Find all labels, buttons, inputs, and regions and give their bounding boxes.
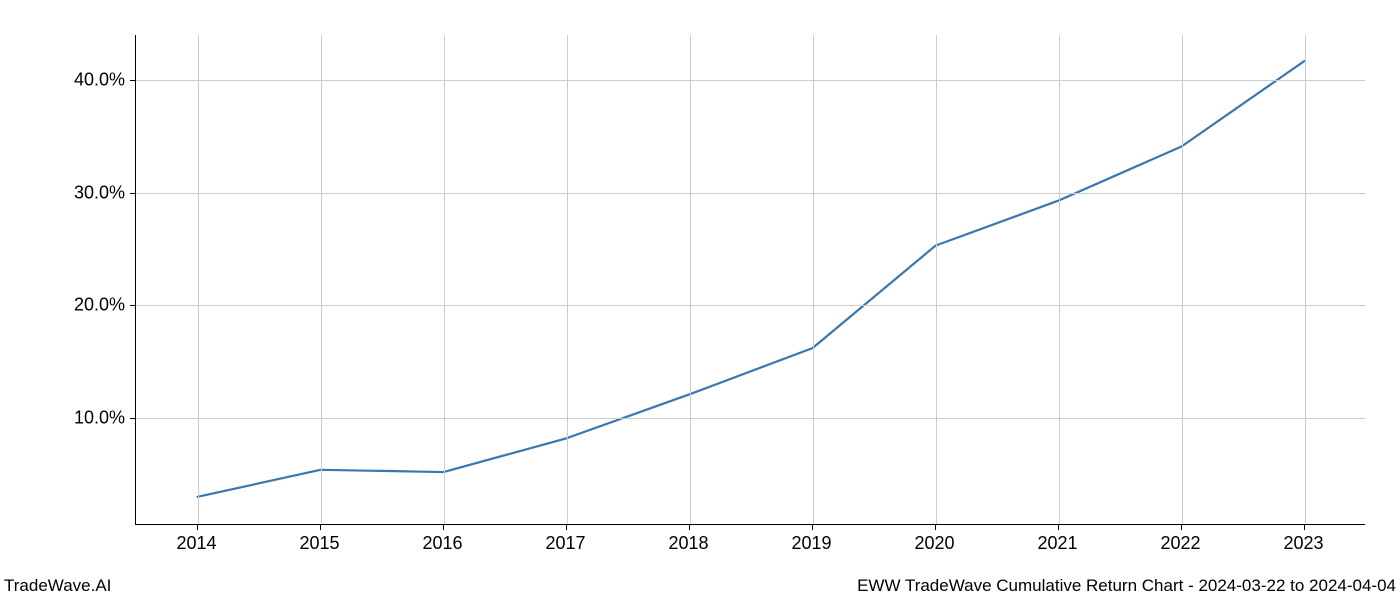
x-tick-label: 2021 — [1037, 533, 1077, 554]
y-tick-mark — [130, 193, 135, 194]
footer-right-caption: EWW TradeWave Cumulative Return Chart - … — [857, 576, 1396, 596]
grid-line-horizontal — [136, 305, 1365, 306]
x-tick-mark — [935, 525, 936, 530]
footer-left-brand: TradeWave.AI — [4, 576, 111, 596]
grid-line-horizontal — [136, 418, 1365, 419]
y-tick-mark — [130, 418, 135, 419]
x-tick-mark — [566, 525, 567, 530]
grid-line-vertical — [1182, 35, 1183, 524]
x-tick-label: 2018 — [668, 533, 708, 554]
y-tick-label: 10.0% — [74, 407, 125, 428]
y-tick-mark — [130, 305, 135, 306]
y-tick-label: 40.0% — [74, 70, 125, 91]
grid-line-horizontal — [136, 193, 1365, 194]
x-tick-mark — [1304, 525, 1305, 530]
grid-line-vertical — [444, 35, 445, 524]
y-tick-label: 20.0% — [74, 295, 125, 316]
grid-line-vertical — [1059, 35, 1060, 524]
cumulative-return-line — [198, 61, 1305, 497]
x-tick-mark — [320, 525, 321, 530]
grid-line-vertical — [567, 35, 568, 524]
x-tick-label: 2014 — [176, 533, 216, 554]
plot-area — [135, 35, 1365, 525]
grid-line-vertical — [198, 35, 199, 524]
grid-line-vertical — [936, 35, 937, 524]
chart-container: TradeWave.AI EWW TradeWave Cumulative Re… — [0, 0, 1400, 600]
x-tick-mark — [1058, 525, 1059, 530]
y-tick-mark — [130, 80, 135, 81]
x-tick-label: 2022 — [1160, 533, 1200, 554]
y-tick-label: 30.0% — [74, 182, 125, 203]
x-tick-mark — [443, 525, 444, 530]
grid-line-vertical — [690, 35, 691, 524]
x-tick-label: 2020 — [914, 533, 954, 554]
x-tick-mark — [197, 525, 198, 530]
x-tick-label: 2016 — [422, 533, 462, 554]
x-tick-mark — [1181, 525, 1182, 530]
grid-line-vertical — [321, 35, 322, 524]
x-tick-mark — [689, 525, 690, 530]
x-tick-mark — [812, 525, 813, 530]
grid-line-vertical — [1305, 35, 1306, 524]
x-tick-label: 2023 — [1283, 533, 1323, 554]
grid-line-horizontal — [136, 80, 1365, 81]
x-tick-label: 2017 — [545, 533, 585, 554]
x-tick-label: 2015 — [299, 533, 339, 554]
grid-line-vertical — [813, 35, 814, 524]
x-tick-label: 2019 — [791, 533, 831, 554]
